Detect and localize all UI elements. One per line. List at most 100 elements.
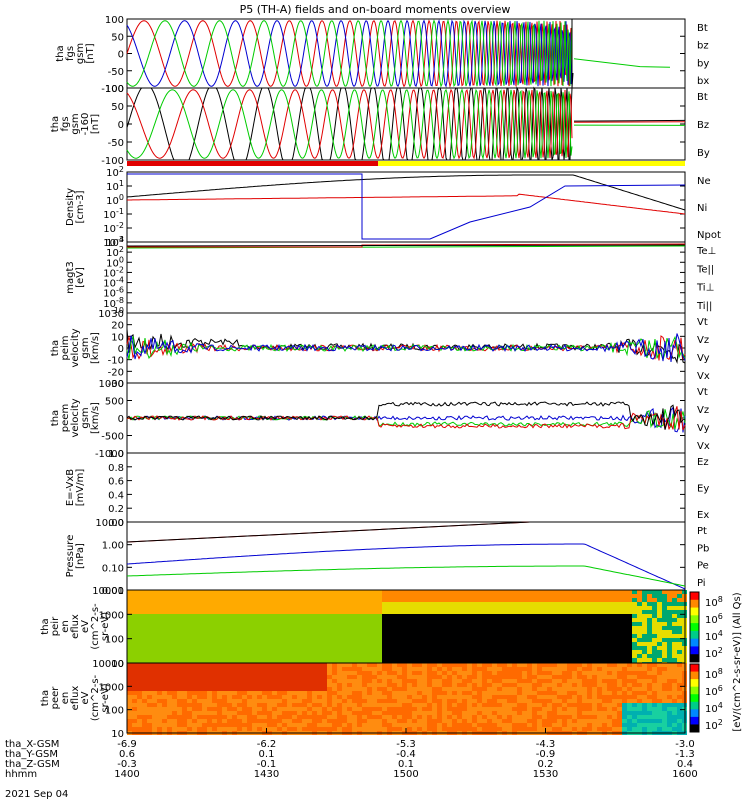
peir-cell xyxy=(187,618,192,622)
peem-series-2 xyxy=(126,406,686,431)
peer-cell xyxy=(272,695,277,699)
peir-cell xyxy=(402,642,407,646)
peir-cell xyxy=(647,630,652,634)
peir-cell xyxy=(172,630,177,634)
peir-cell xyxy=(677,658,682,662)
peir-cell xyxy=(407,622,412,626)
peer-cell xyxy=(322,699,327,703)
peer-cell xyxy=(342,715,347,719)
peer-cell xyxy=(312,683,317,687)
peer-cell xyxy=(642,671,647,675)
peer-cell xyxy=(472,671,477,675)
peir-cell xyxy=(342,642,347,646)
peir-cell xyxy=(432,646,437,650)
peir-cell xyxy=(157,658,162,662)
peir-cell xyxy=(452,630,457,634)
peer-cell xyxy=(522,703,527,707)
peir-cell xyxy=(192,598,197,602)
peir-cell xyxy=(357,626,362,630)
peer-cell xyxy=(427,687,432,691)
peir-cell xyxy=(167,614,172,618)
peer-cell xyxy=(477,667,482,671)
peir-cell xyxy=(637,626,642,630)
peir-cell xyxy=(152,630,157,634)
peer-cell xyxy=(372,723,377,727)
peir-cell xyxy=(167,650,172,654)
peer-cell xyxy=(197,663,202,667)
peir-cell xyxy=(327,638,332,642)
peer-cell xyxy=(632,719,637,723)
fgs-series-2 xyxy=(126,18,573,88)
peer-cell xyxy=(167,679,172,683)
peir-cell xyxy=(587,638,592,642)
peir-cell xyxy=(207,590,212,594)
peer-cell xyxy=(602,719,607,723)
peer-cell xyxy=(402,667,407,671)
peir-cell xyxy=(482,650,487,654)
peir-cell xyxy=(517,654,522,658)
peer-cell xyxy=(197,723,202,727)
peer-cell xyxy=(387,687,392,691)
peir-cell xyxy=(482,614,487,618)
peir-cell xyxy=(312,610,317,614)
peer-cell xyxy=(562,683,567,687)
peir-cell xyxy=(572,598,577,602)
peer-cell xyxy=(617,699,622,703)
peir-cell xyxy=(632,606,637,610)
peer-cell xyxy=(397,703,402,707)
peer-cell xyxy=(307,723,312,727)
peer-cell xyxy=(132,723,137,727)
peir-cell xyxy=(642,610,647,614)
peir-cell xyxy=(352,658,357,662)
peir-cell xyxy=(607,606,612,610)
dens-legend: Npot xyxy=(697,230,721,241)
xaxis-row-value: -6.9 xyxy=(117,739,137,750)
peer-cell xyxy=(202,723,207,727)
peer-cell xyxy=(192,675,197,679)
peir-cell xyxy=(452,642,457,646)
peir-cell xyxy=(127,618,132,622)
peer-cell xyxy=(172,695,177,699)
peer-cell xyxy=(597,687,602,691)
peir-cell xyxy=(547,590,552,594)
peir-cell xyxy=(447,610,452,614)
peir-cell xyxy=(322,626,327,630)
peir-cell xyxy=(432,618,437,622)
peir-cell xyxy=(292,658,297,662)
peir-cell xyxy=(242,642,247,646)
peer-cell xyxy=(642,695,647,699)
peir-cell xyxy=(442,626,447,630)
peir-cell xyxy=(132,594,137,598)
peir-cell xyxy=(657,658,662,662)
peir-cell xyxy=(467,654,472,658)
peer-cell xyxy=(437,687,442,691)
peir-cell xyxy=(447,606,452,610)
peir-cell xyxy=(622,598,627,602)
colorbar-swatch xyxy=(690,638,699,647)
peir-cell xyxy=(217,654,222,658)
peir-cell xyxy=(422,618,427,622)
peer-cell xyxy=(577,707,582,711)
peir-cell xyxy=(282,590,287,594)
peir-cell xyxy=(262,634,267,638)
peer-cell xyxy=(577,695,582,699)
peer-cell xyxy=(212,671,217,675)
peir-cell xyxy=(552,622,557,626)
colorbar-swatch xyxy=(690,599,699,609)
peer-cell xyxy=(612,663,617,667)
peir-cell xyxy=(342,630,347,634)
peer-cell xyxy=(132,711,137,715)
colorbar-ticklabel: 108 xyxy=(705,595,723,609)
peer-cell xyxy=(152,703,157,707)
peir-cell xyxy=(297,654,302,658)
peir-cell xyxy=(267,614,272,618)
fgs2-ticklabel: -50 xyxy=(108,138,124,149)
peir-cell xyxy=(537,610,542,614)
peir-cell xyxy=(157,598,162,602)
peir-cell xyxy=(297,626,302,630)
peir-cell xyxy=(172,598,177,602)
peir-cell xyxy=(357,658,362,662)
peir-cell xyxy=(477,638,482,642)
peer-cell xyxy=(392,719,397,723)
peir-cell xyxy=(247,598,252,602)
